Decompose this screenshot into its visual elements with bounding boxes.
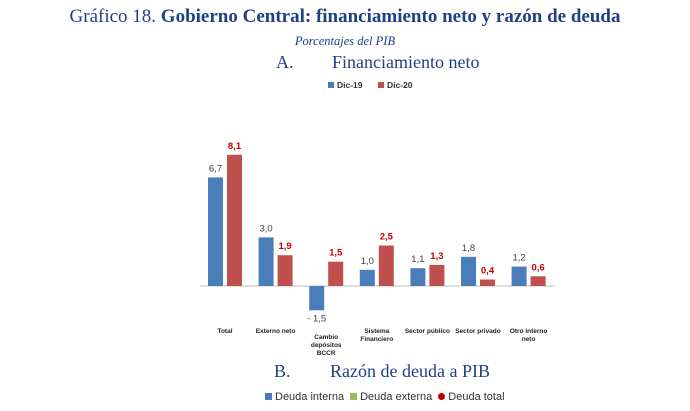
- bar: [511, 266, 527, 286]
- category-label: Cambio: [314, 334, 338, 341]
- data-label: 2,5: [380, 232, 394, 243]
- data-label: 0,4: [481, 266, 495, 277]
- data-label: 1,2: [512, 253, 525, 264]
- debt-chart-legend: Deuda interna Deuda externa Deuda total: [265, 391, 511, 403]
- panel-a-heading: A. Financiamiento neto: [276, 52, 479, 73]
- bar: [208, 177, 223, 286]
- legend-item: Deuda externa: [350, 391, 432, 403]
- panel-b-title: Razón de deuda a PIB: [330, 361, 490, 381]
- bar: [410, 268, 426, 286]
- data-label: 0,6: [531, 262, 544, 273]
- bar: [461, 256, 476, 286]
- category-label: BCCR: [317, 350, 336, 357]
- data-label: 1,8: [462, 243, 475, 254]
- bar: [530, 276, 546, 286]
- category-label: Otro interno: [510, 328, 548, 335]
- data-label: 3,0: [259, 223, 272, 234]
- bar: [429, 264, 445, 286]
- category-label: Externo neto: [256, 328, 296, 335]
- category-label: neto: [522, 336, 536, 343]
- chart-number: Gráfico 18.: [69, 6, 157, 27]
- data-label: - 1,5: [307, 313, 326, 324]
- panel-a-letter: A.: [276, 52, 294, 72]
- legend-item: Deuda total: [438, 391, 505, 403]
- panel-a-title: Financiamiento neto: [332, 52, 480, 72]
- bar: [227, 154, 242, 286]
- legend-label: Deuda interna: [275, 391, 345, 403]
- legend-label: Deuda total: [448, 391, 505, 403]
- bar: [480, 279, 495, 286]
- chart-title: Gráfico 18. Gobierno Central: financiami…: [0, 6, 690, 28]
- data-label: 8,1: [228, 141, 242, 152]
- category-label: Sector privado: [455, 328, 501, 335]
- category-label: depósitos: [311, 342, 342, 349]
- bar: [359, 269, 375, 286]
- data-label: 6,7: [209, 163, 222, 174]
- legend-swatch: [328, 82, 334, 88]
- bar: [277, 255, 293, 286]
- data-label: 1,9: [278, 241, 291, 252]
- category-label: Sistema: [364, 328, 389, 335]
- panel-b-letter: B.: [274, 361, 291, 381]
- chart-subtitle: Porcentajes del PIB: [294, 34, 396, 48]
- legend-label: Dic-20: [387, 80, 413, 90]
- bar: [258, 237, 274, 286]
- data-label: 1,1: [411, 254, 424, 265]
- category-label: Total: [217, 328, 232, 335]
- bar: [309, 286, 325, 311]
- data-label: 1,3: [430, 251, 443, 262]
- legend-item: Deuda interna: [265, 391, 344, 403]
- legend-label: Deuda externa: [360, 391, 433, 403]
- legend-swatch: [438, 393, 446, 400]
- bar: [328, 261, 344, 286]
- legend-label: Dic-19: [337, 80, 363, 90]
- bar: [378, 245, 394, 286]
- category-label: Financiero: [360, 336, 393, 343]
- legend-swatch: [378, 82, 384, 88]
- panel-b-heading: B. Razón de deuda a PIB: [274, 361, 490, 382]
- legend-swatch: [265, 393, 272, 400]
- data-label: 1,5: [329, 248, 343, 259]
- category-label: Sector público: [405, 328, 450, 335]
- legend-swatch: [350, 393, 358, 400]
- data-label: 1,0: [361, 256, 374, 267]
- chart-main-title: Gobierno Central: financiamiento neto y …: [160, 6, 621, 27]
